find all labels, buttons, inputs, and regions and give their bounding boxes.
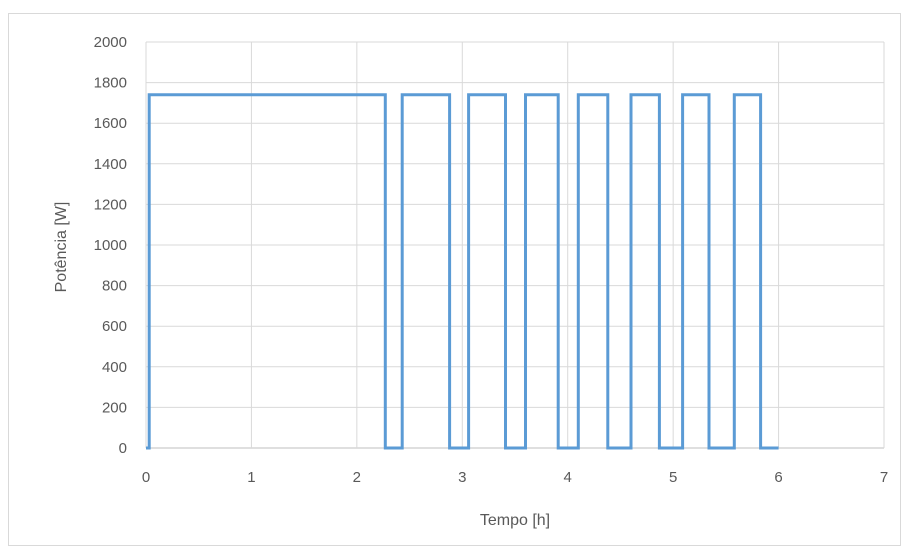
x-tick-label: 7 (880, 469, 888, 486)
y-tick-label: 1000 (94, 237, 127, 254)
y-tick-label: 200 (102, 399, 127, 416)
x-tick-label: 4 (564, 469, 572, 486)
chart-frame (8, 13, 901, 546)
y-tick-label: 800 (102, 278, 127, 295)
x-tick-label: 3 (458, 469, 466, 486)
x-tick-label: 2 (353, 469, 361, 486)
y-axis-title: Potência [W] (53, 202, 70, 293)
y-tick-label: 1800 (94, 75, 127, 92)
y-tick-label: 2000 (94, 34, 127, 51)
y-tick-label: 1200 (94, 196, 127, 213)
x-tick-label: 1 (247, 469, 255, 486)
y-tick-label: 400 (102, 359, 127, 376)
series (146, 93, 779, 450)
x-axis-ticks: 0 1 2 3 4 5 6 7 (142, 469, 888, 486)
series-line (146, 93, 779, 450)
x-tick-label: 0 (142, 469, 150, 486)
y-tick-label: 600 (102, 318, 127, 335)
grid (145, 41, 885, 449)
x-axis-title: Tempo [h] (480, 512, 550, 529)
y-tick-label: 0 (119, 440, 127, 457)
y-tick-label: 1400 (94, 156, 127, 173)
y-axis-ticks: 0 200 400 600 800 1000 1200 1400 1600 1800 2000 (94, 34, 127, 457)
x-tick-label: 5 (669, 469, 677, 486)
y-tick-label: 1600 (94, 115, 127, 132)
x-tick-label: 6 (774, 469, 782, 486)
